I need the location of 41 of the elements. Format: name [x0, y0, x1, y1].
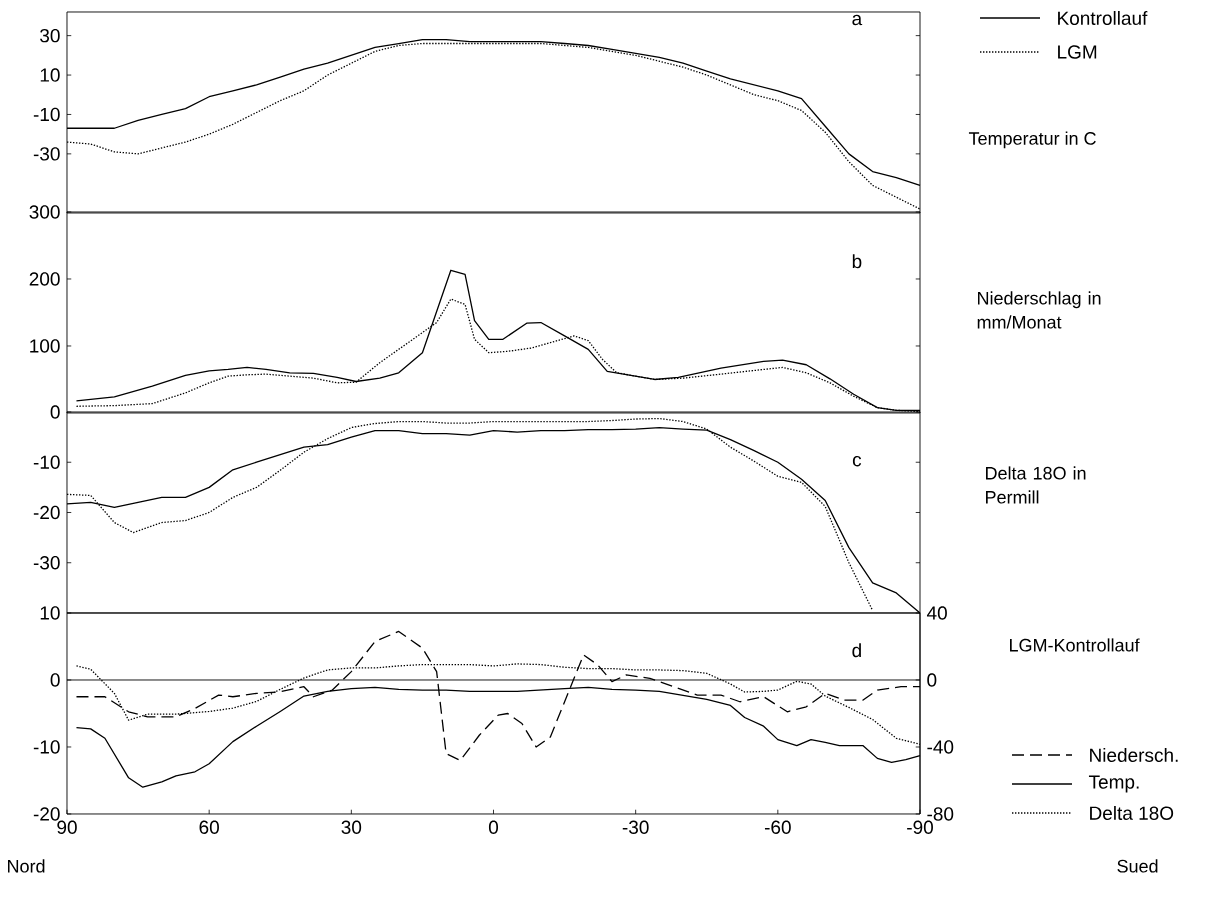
y-tick-label: -30: [33, 556, 60, 570]
y2-tick-label: 40: [926, 606, 947, 620]
y2-tick-label: -40: [927, 740, 954, 754]
y-tick-label: -30: [33, 147, 60, 161]
legend-label: Temp.: [1088, 775, 1139, 793]
text: b: [852, 254, 862, 269]
y2-axis-title: LGM-Kontrollauf: [1010, 638, 1140, 652]
x-tick-label: 30: [341, 820, 362, 834]
x-tick-label: 0: [488, 820, 499, 834]
legend-label: Kontrollauf: [1058, 11, 1148, 25]
y-tick-label: 30: [40, 28, 60, 43]
y-tick-label: -20: [33, 807, 60, 821]
legend-label: LGM: [1058, 45, 1097, 59]
y2-tick-label: -80: [927, 807, 954, 821]
x-tick-label: -30: [622, 820, 649, 834]
x-tick-label: 90: [57, 820, 77, 834]
y-axis-title: Delta 18O in Permill: [986, 466, 1086, 504]
y2-tick-label: 0: [927, 673, 937, 687]
text: Sued: [1117, 859, 1158, 873]
text: d: [852, 643, 861, 658]
y-tick-label: -10: [33, 740, 60, 754]
y-axis-title: Temperatur in C: [968, 131, 1096, 149]
y-axis-title: Niederschlag in mm/Monat: [977, 291, 1101, 329]
legend-label: Delta 18O: [1090, 806, 1174, 820]
y-tick-label: -10: [33, 455, 60, 469]
y-tick-label: 10: [40, 68, 60, 82]
y-tick-label: 10: [40, 606, 60, 620]
y-tick-label: -10: [33, 107, 60, 122]
y-tick-label: 100: [30, 339, 60, 353]
y-tick-label: -20: [33, 505, 60, 520]
text: c: [852, 456, 862, 467]
y-tick-label: 300: [29, 205, 60, 219]
chart-title: a: [852, 14, 863, 26]
x-tick-label: -90: [907, 820, 933, 834]
y-tick-label: 0: [50, 673, 60, 687]
x-tick-label: -60: [764, 820, 791, 834]
y-tick-label: 200: [29, 272, 60, 286]
legend-label: Niedersch.: [1090, 748, 1178, 762]
text: Nord: [8, 859, 45, 873]
x-tick-label: 60: [199, 820, 219, 834]
y-tick-label: 0: [50, 405, 60, 419]
